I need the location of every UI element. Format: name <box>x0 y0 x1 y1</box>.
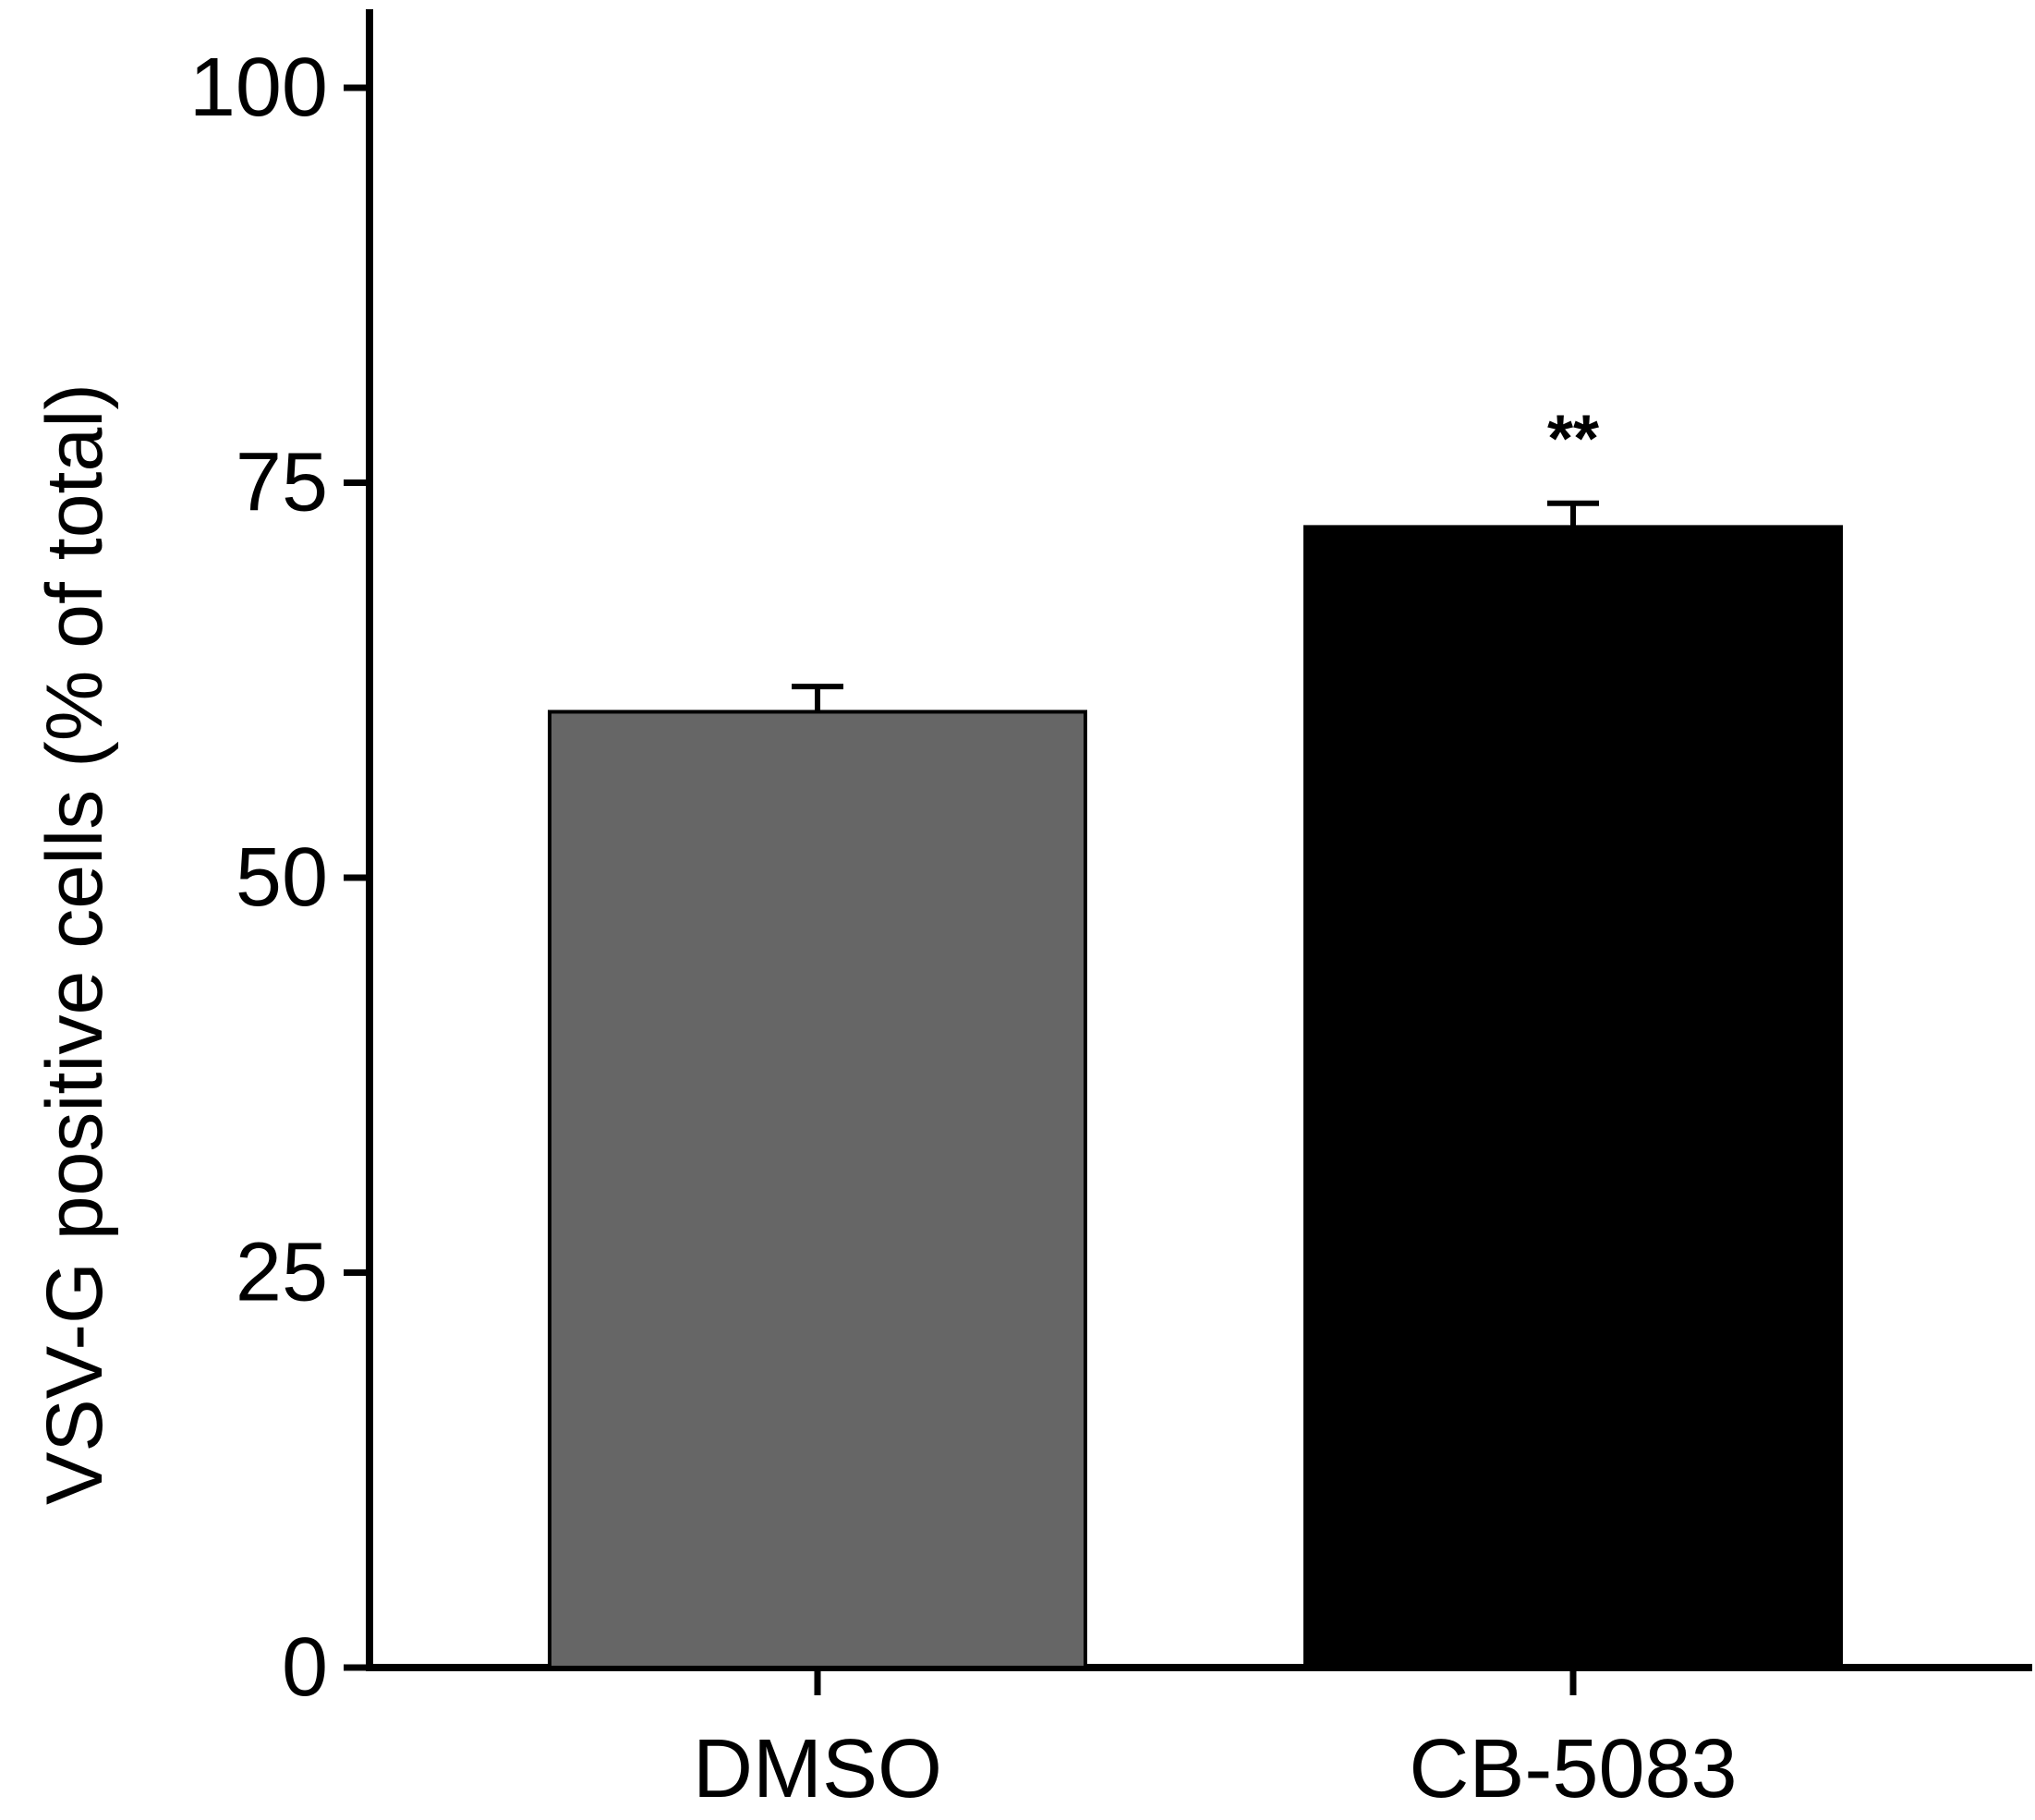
y-axis-title: VSV-G positive cells (% of total) <box>30 383 119 1505</box>
x-tick-label: DMSO <box>693 1723 942 1815</box>
y-tick-label: 0 <box>282 1621 328 1714</box>
significance-marker: ** <box>1547 403 1599 477</box>
y-tick-label: 75 <box>236 437 328 529</box>
y-tick-label: 25 <box>236 1227 328 1319</box>
bar-dmso <box>548 710 1087 1670</box>
y-tick-label: 50 <box>236 831 328 924</box>
bars <box>548 500 1843 1670</box>
labels: DMSO CB-5083 ** <box>693 403 1738 1815</box>
y-tick-label: 100 <box>189 42 328 134</box>
x-tick-label: CB-5083 <box>1409 1723 1737 1815</box>
bar-cb-5083 <box>1303 525 1843 1669</box>
